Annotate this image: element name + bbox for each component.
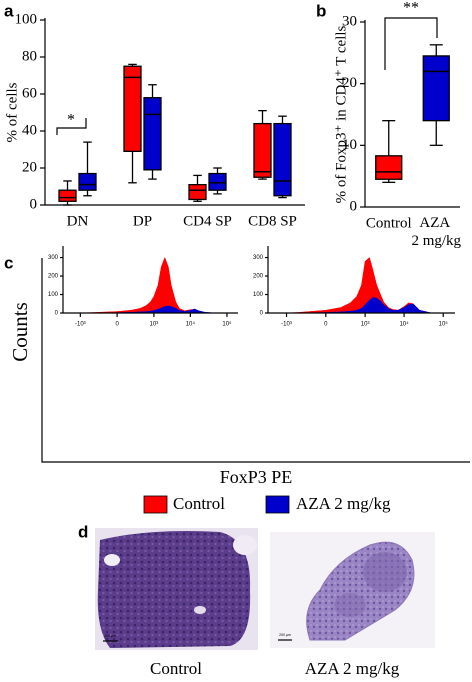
significance-annotation: ** [403, 0, 419, 17]
box [253, 122, 272, 178]
x-tick-label: CD8 SP [248, 213, 297, 229]
x-tick-label: DP [133, 213, 152, 229]
y-tick-label: 20 [342, 75, 357, 91]
legend-label: AZA 2 mg/kg [296, 494, 391, 513]
image-caption: AZA 2 mg/kg [305, 659, 400, 678]
significance-annotation: * [67, 112, 75, 129]
x-tick-label: -10³ [75, 322, 86, 328]
significance-bracket [384, 17, 438, 70]
y-tick-label: 0 [30, 196, 38, 212]
panel-frame [41, 258, 470, 463]
x-tick-label: 10⁵ [439, 321, 449, 328]
legend-label: Control [173, 494, 225, 513]
x-tick-label: 10⁴ [186, 321, 196, 328]
box [188, 183, 207, 201]
significance-bracket [56, 118, 87, 135]
histogram-area [279, 297, 444, 314]
legend-swatch [265, 495, 290, 514]
panel-label: a [4, 1, 14, 20]
y-tick-label: 100 [48, 292, 59, 298]
x-axis-label: FoxP3 PE [220, 467, 293, 487]
y-tick-label: 300 [48, 255, 59, 261]
x-tick-label: 10³ [361, 322, 370, 328]
box [123, 65, 142, 152]
x-tick-label: DN [67, 213, 89, 229]
y-tick-label: 0 [350, 198, 358, 214]
y-tick-label: 80 [22, 48, 37, 64]
y-tick-label: 100 [15, 11, 38, 27]
y-tick-label: 0 [55, 311, 59, 317]
box [143, 97, 162, 171]
x-tick-label: Control [366, 215, 412, 231]
x-tick-label: 10⁵ [222, 321, 232, 328]
image-caption: Control [150, 659, 202, 678]
scale-bar-label: 200 µm [279, 633, 291, 637]
y-tick-label: 20 [22, 159, 37, 175]
box [78, 172, 97, 191]
panel-label: d [78, 522, 88, 541]
y-tick-label: 100 [253, 292, 264, 298]
box [422, 55, 450, 122]
y-tick-label: 60 [22, 85, 37, 101]
panel-label: c [4, 253, 13, 272]
panel-label: b [316, 1, 326, 20]
legend-swatch [143, 495, 168, 514]
histology-image: 200 µm [95, 528, 258, 650]
box [375, 155, 403, 180]
histology-image: 200 µm [270, 532, 435, 648]
x-tick-label: -10³ [281, 322, 292, 328]
x-tick-label: 0 [115, 322, 119, 328]
y-tick-label: 200 [253, 274, 264, 280]
x-tick-label: CD4 SP [183, 213, 232, 229]
box [273, 122, 292, 197]
box [208, 172, 227, 191]
y-axis-label: % of Foxp3⁺ in CD4⁺ T cells [333, 25, 349, 203]
box [58, 189, 77, 202]
y-tick-label: 40 [22, 122, 37, 138]
y-tick-label: 30 [342, 13, 357, 29]
y-axis-label: Counts [8, 302, 32, 362]
y-tick-label: 0 [260, 311, 264, 317]
scale-bar-label: 200 µm [104, 634, 116, 638]
x-tick-label: 10³ [150, 322, 159, 328]
y-tick-label: 300 [253, 255, 264, 261]
y-tick-label: 200 [48, 274, 59, 280]
histogram-area [73, 305, 227, 314]
y-tick-label: 10 [342, 137, 357, 153]
histogram-area [279, 257, 444, 314]
x-tick-label: 10⁴ [399, 321, 409, 328]
x-tick-label: AZA 2 mg/kg [411, 215, 461, 249]
histogram-area [73, 256, 227, 314]
y-axis-label: % of cells [4, 82, 20, 142]
x-tick-label: 0 [324, 322, 328, 328]
